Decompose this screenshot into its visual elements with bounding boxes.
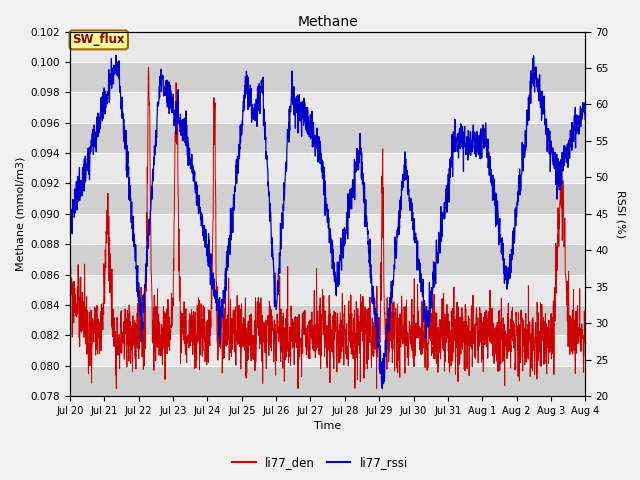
Bar [70, 214, 586, 244]
Bar [70, 305, 586, 336]
Bar [70, 183, 586, 214]
Bar [70, 153, 586, 183]
Text: SW_flux: SW_flux [72, 34, 125, 47]
Bar [70, 366, 586, 396]
X-axis label: Time: Time [314, 421, 341, 432]
Y-axis label: RSSI (%): RSSI (%) [615, 190, 625, 238]
Bar [70, 336, 586, 366]
Bar [70, 32, 586, 62]
Bar [70, 92, 586, 123]
Bar [70, 275, 586, 305]
Title: Methane: Methane [298, 15, 358, 29]
Legend: li77_den, li77_rssi: li77_den, li77_rssi [227, 452, 413, 474]
Y-axis label: Methane (mmol/m3): Methane (mmol/m3) [15, 156, 25, 271]
Bar [70, 123, 586, 153]
Bar [70, 244, 586, 275]
Bar [70, 62, 586, 92]
